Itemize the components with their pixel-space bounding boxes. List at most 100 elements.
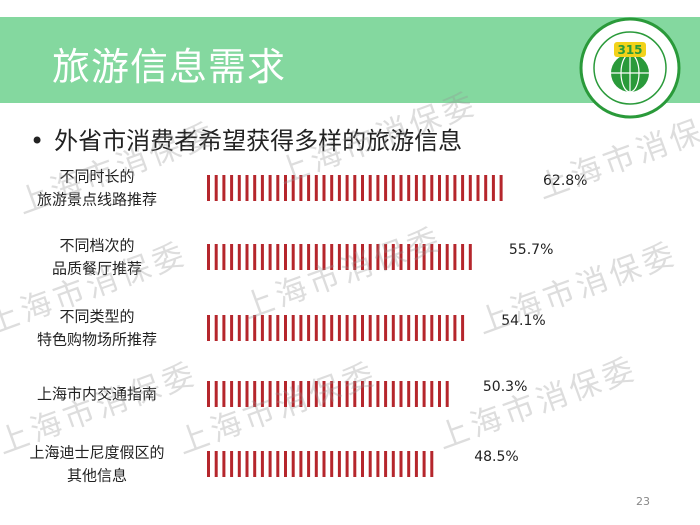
svg-text:315: 315	[617, 43, 642, 57]
bar-stripe	[445, 381, 449, 407]
bar-stripe	[314, 451, 318, 477]
bar-stripe	[361, 175, 364, 201]
bar-stripe	[260, 244, 264, 270]
bar-stripe	[330, 244, 334, 270]
bar-stripe	[345, 315, 349, 341]
category-label: 不同时长的	[59, 168, 134, 186]
bar-stripe	[414, 175, 418, 201]
bar-stripe	[214, 244, 218, 270]
bar-stripe	[284, 244, 287, 270]
bar-stripe	[222, 381, 226, 407]
bar-stripe	[314, 175, 318, 201]
bar-stripe	[284, 315, 287, 341]
bar	[207, 381, 449, 407]
bar-stripe	[345, 175, 349, 201]
bar-stripe	[237, 381, 241, 407]
bar-stripe	[230, 381, 234, 407]
bar-stripe	[430, 244, 434, 270]
bar-stripe	[245, 244, 249, 270]
bar-stripe	[361, 451, 364, 477]
bar-stripe	[438, 381, 441, 407]
bar-stripe	[276, 381, 280, 407]
bar-stripe	[230, 451, 234, 477]
bar-stripe	[307, 244, 311, 270]
bar-stripe	[353, 175, 357, 201]
bar-stripe	[337, 451, 341, 477]
bar-stripe	[322, 381, 326, 407]
bar-stripe	[237, 244, 241, 270]
bar-stripe	[260, 315, 264, 341]
bar-stripe	[330, 451, 334, 477]
category-label: 不同类型的	[59, 308, 134, 326]
bar-stripe	[276, 315, 280, 341]
bar-stripe	[453, 175, 457, 201]
bar-stripe	[461, 175, 465, 201]
bar-stripe	[330, 381, 334, 407]
bar-stripe	[299, 315, 303, 341]
bar-stripe	[368, 451, 372, 477]
bar-stripe	[422, 451, 426, 477]
bar-stripe	[299, 381, 303, 407]
bar-stripe	[407, 451, 411, 477]
bar-stripe	[253, 244, 257, 270]
bar-stripe	[361, 244, 364, 270]
bar-stripe	[307, 175, 311, 201]
category-label: 上海迪士尼度假区的	[29, 444, 164, 462]
bar-stripe	[230, 175, 234, 201]
bar-stripe	[399, 244, 403, 270]
bar-stripe	[207, 175, 210, 201]
bar-stripe	[430, 451, 434, 477]
bar-stripe	[253, 175, 257, 201]
bar-stripe	[299, 451, 303, 477]
bar-stripe	[384, 244, 388, 270]
bar-stripe	[376, 451, 380, 477]
category-label: 其他信息	[67, 467, 127, 485]
bar-stripe	[422, 315, 426, 341]
bar-stripe	[337, 244, 341, 270]
bar-stripe	[453, 315, 457, 341]
bar-stripe	[268, 175, 272, 201]
bar	[207, 451, 434, 477]
bar-stripe	[414, 315, 418, 341]
bar-stripe	[399, 381, 403, 407]
bar-stripe	[468, 244, 472, 270]
category-label: 特色购物场所推荐	[37, 331, 157, 349]
slide-title: 旅游信息需求	[52, 45, 287, 89]
bar-stripe	[391, 381, 395, 407]
bar-stripe	[276, 244, 280, 270]
bar-stripe	[445, 175, 449, 201]
bar-stripe	[330, 175, 334, 201]
bar-stripe	[222, 315, 226, 341]
bar-stripe	[399, 175, 403, 201]
bar-stripe	[461, 315, 465, 341]
bar-stripe	[230, 315, 234, 341]
bar-stripe	[291, 451, 295, 477]
bar-stripe	[307, 315, 311, 341]
bar-stripe	[484, 175, 488, 201]
category-label: 不同档次的	[59, 237, 134, 255]
bar-stripe	[314, 381, 318, 407]
bar-stripe	[214, 451, 218, 477]
page-number: 23	[636, 495, 650, 508]
bar-stripe	[314, 244, 318, 270]
value-label: 50.3%	[483, 379, 527, 395]
bar-stripe	[322, 315, 326, 341]
bar-stripe	[337, 381, 341, 407]
bar-stripe	[245, 175, 249, 201]
bar-stripe	[422, 381, 426, 407]
bar-stripe	[214, 381, 218, 407]
bar-stripe	[230, 244, 234, 270]
bar-stripe	[361, 381, 364, 407]
bar-stripe	[284, 451, 287, 477]
bar	[207, 244, 472, 270]
bar-stripe	[445, 244, 449, 270]
bar-stripe	[361, 315, 364, 341]
bar-stripe	[438, 175, 441, 201]
bar-stripe	[260, 175, 264, 201]
bar-stripe	[291, 244, 295, 270]
bar-stripe	[207, 451, 210, 477]
bar-stripe	[330, 315, 334, 341]
bar-stripe	[422, 244, 426, 270]
bar-stripe	[376, 315, 380, 341]
